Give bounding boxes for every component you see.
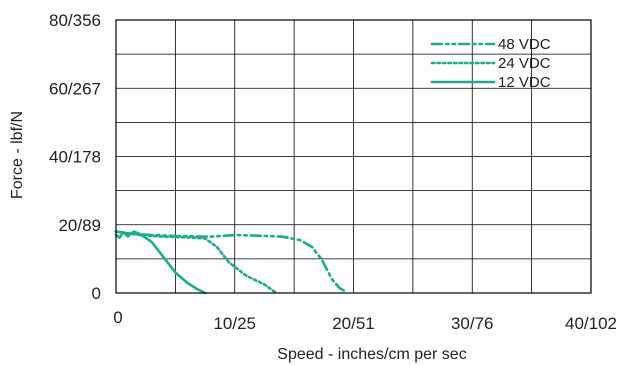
x-tick-label: 10/25 bbox=[213, 314, 256, 333]
y-tick-label: 80/356 bbox=[49, 11, 101, 30]
y-tick-label: 0 bbox=[92, 284, 101, 303]
legend-entry-label: 12 VDC bbox=[498, 74, 551, 91]
series-lines bbox=[114, 230, 347, 295]
legend-entry-label: 48 VDC bbox=[498, 36, 551, 53]
x-axis-label: Speed - inches/cm per sec bbox=[277, 346, 466, 363]
y-tick-label: 60/267 bbox=[49, 79, 101, 98]
y-tick-label: 20/89 bbox=[58, 216, 101, 235]
x-tick-label: 40/102 bbox=[565, 314, 617, 333]
y-axis-label: Force - lbf/N bbox=[9, 111, 26, 199]
legend: 48 VDC 24 VDC 12 VDC bbox=[430, 36, 551, 91]
plot-frame bbox=[115, 19, 592, 294]
x-tick-label: 30/76 bbox=[451, 314, 494, 333]
series-line-24-vdc bbox=[114, 230, 278, 295]
y-tick-label: 40/178 bbox=[49, 148, 101, 167]
legend-entry-label: 24 VDC bbox=[498, 55, 551, 72]
tick-labels: 0 20/89 40/178 60/267 80/356 0 10/25 20/51 30/76… bbox=[49, 11, 617, 333]
x-tick-label: 20/51 bbox=[332, 314, 375, 333]
series-line-12-vdc bbox=[114, 230, 207, 295]
grid bbox=[116, 20, 591, 293]
x-tick-label: 0 bbox=[113, 308, 122, 327]
